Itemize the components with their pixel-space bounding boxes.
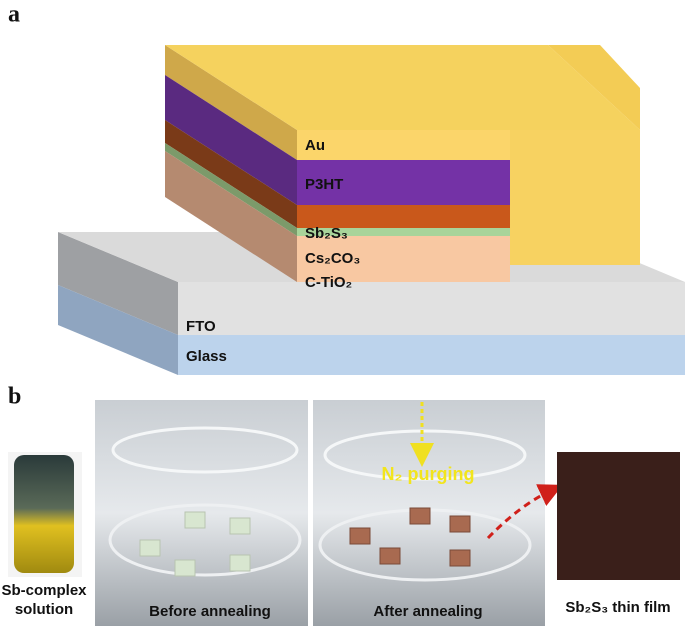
layer-label: C-TiO₂ — [305, 274, 352, 291]
annotation: N₂ purging — [382, 464, 475, 484]
panel-label: b — [8, 384, 21, 410]
vial-photo — [8, 452, 82, 577]
panel-label: a — [8, 2, 20, 28]
layer-label: P3HT — [305, 176, 343, 193]
film-photo — [557, 452, 680, 580]
layer-label: Cs₂CO₃ — [305, 250, 360, 267]
caption: Sb-complex — [1, 582, 87, 599]
layer-label: Glass — [186, 348, 227, 365]
after-photo — [313, 400, 545, 626]
layer-label: Au — [305, 137, 325, 154]
before-photo — [95, 400, 308, 626]
layer-label: FTO — [186, 318, 216, 335]
caption: Before annealing — [149, 603, 271, 620]
caption: Sb₂S₃ thin film — [565, 599, 670, 616]
device-diagram — [58, 45, 685, 375]
layer-label: Sb₂S₃ — [305, 225, 348, 242]
caption: solution — [15, 601, 73, 618]
arrow — [486, 484, 563, 540]
caption: After annealing — [373, 603, 482, 620]
